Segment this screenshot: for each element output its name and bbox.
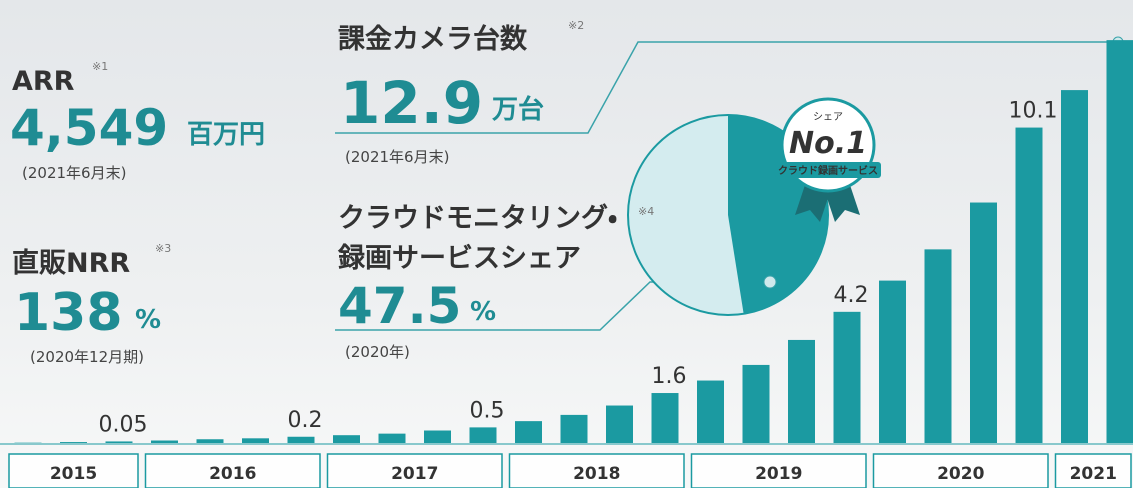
bar	[105, 441, 133, 443]
badge-main: No.1	[789, 126, 867, 161]
x-tick-label: 2019	[755, 464, 802, 484]
year-box	[690, 453, 867, 488]
x-tick-label: 2018	[573, 464, 620, 484]
cameras-label: 課金カメラ台数	[338, 23, 527, 55]
value-label: 1.6	[652, 364, 687, 389]
connector-dot	[763, 275, 777, 289]
badge: シェア No.1 クラウド録画サービス	[775, 97, 881, 222]
bar	[1106, 40, 1133, 443]
badge-bottom: クラウド録画サービス	[778, 164, 878, 177]
nrr-period: (2020年12月期)	[30, 348, 144, 366]
bar	[970, 202, 997, 443]
bar	[651, 393, 679, 443]
bar	[287, 436, 315, 443]
share-label: クラウドモニタリング・	[338, 202, 617, 234]
cameras-unit: 万台	[492, 94, 544, 125]
arr-unit: 百万円	[187, 120, 265, 150]
share-note: ※4	[638, 205, 654, 218]
x-tick-label: 2017	[391, 464, 438, 484]
bar	[151, 440, 178, 443]
bar	[606, 405, 633, 443]
connector-line	[335, 41, 1118, 134]
bar	[60, 442, 87, 443]
x-tick-label: 2020	[937, 464, 984, 484]
value-label: 4.2	[834, 283, 869, 308]
cameras-value: 12.9	[340, 69, 483, 137]
badge-top: シェア	[813, 112, 843, 123]
year-box	[144, 453, 321, 488]
year-box	[326, 453, 503, 488]
badge-band	[775, 162, 881, 178]
arr-value: 4,549	[10, 99, 168, 157]
bar	[788, 339, 815, 443]
bar	[1061, 90, 1088, 443]
nrr-unit: %	[135, 305, 161, 335]
bar	[242, 438, 269, 443]
value-label: 10.1	[1009, 99, 1058, 124]
x-tick-label: 2016	[209, 464, 256, 484]
cameras-note: ※2	[568, 19, 584, 32]
cameras-period: (2021年6月末)	[345, 148, 449, 166]
badge-ribbon	[825, 185, 860, 222]
bar	[742, 364, 770, 443]
value-label: 0.5	[470, 398, 505, 423]
bar	[333, 435, 360, 443]
bar	[515, 421, 542, 443]
x-tick-label: 2021	[1070, 464, 1117, 484]
bar	[196, 439, 224, 443]
bar	[924, 249, 952, 443]
year-box	[872, 453, 1049, 488]
arr-label: ARR	[12, 66, 75, 97]
bar	[469, 427, 497, 443]
bar	[697, 380, 724, 443]
bar	[1015, 127, 1043, 444]
arr-note: ※1	[92, 60, 108, 73]
badge-ribbon	[795, 185, 830, 222]
bar	[833, 311, 861, 443]
share-label: 録画サービスシェア	[337, 243, 581, 274]
value-label: 0.05	[99, 412, 148, 437]
share-unit: %	[470, 297, 496, 327]
bar	[378, 433, 406, 443]
share-value: 47.5	[338, 277, 461, 335]
nrr-value: 138	[14, 283, 123, 343]
nrr-note: ※3	[155, 242, 171, 255]
year-box	[508, 453, 685, 488]
bar	[879, 280, 906, 443]
year-box	[1054, 453, 1132, 488]
bar	[560, 414, 588, 443]
arr-period: (2021年6月末)	[22, 164, 126, 182]
bar	[424, 430, 451, 443]
nrr-label: 直販NRR	[12, 248, 130, 279]
value-label: 0.2	[288, 408, 323, 433]
x-tick-label: 2015	[50, 464, 97, 484]
share-period: (2020年)	[345, 343, 410, 361]
year-box	[8, 453, 139, 488]
